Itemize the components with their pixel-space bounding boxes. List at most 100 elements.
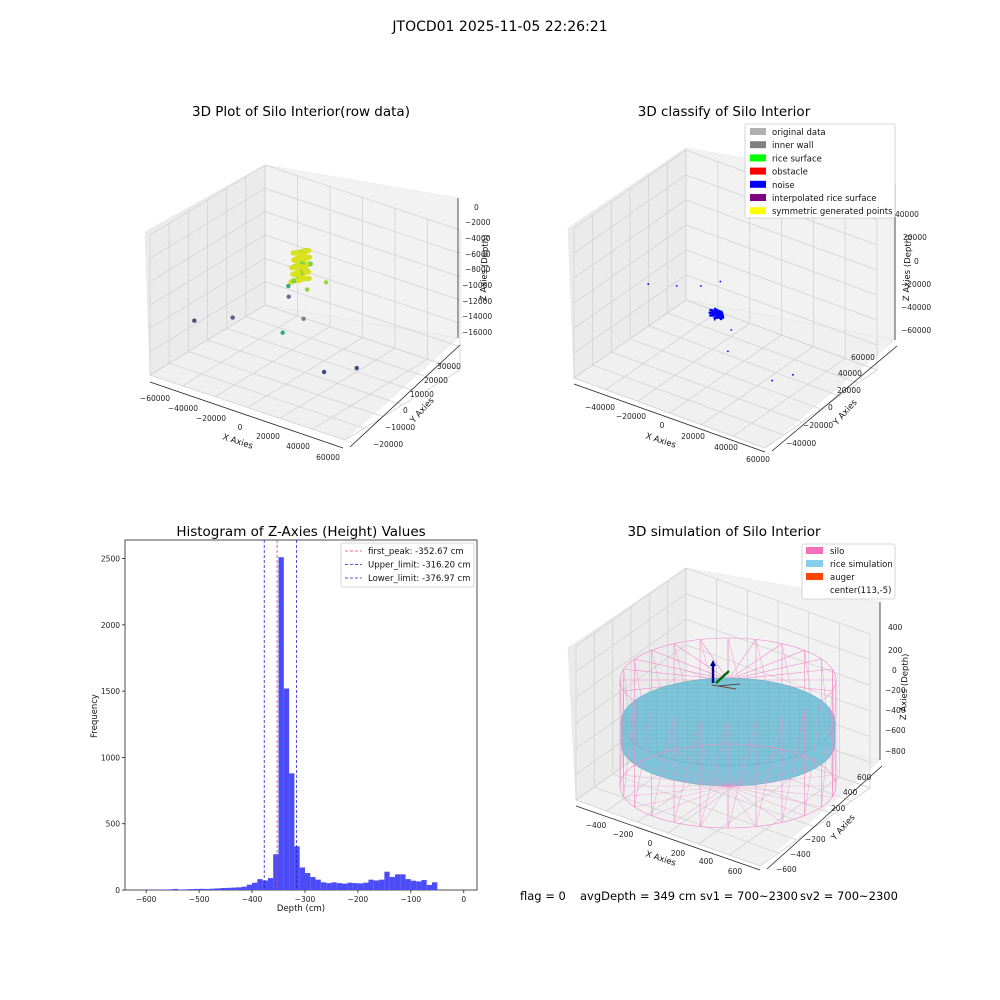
silo-spoke bbox=[727, 785, 833, 798]
data-point bbox=[354, 365, 359, 371]
z-axis-label: Z Axies (Depth) bbox=[899, 653, 911, 720]
legend-label: center(113,-5) bbox=[830, 586, 891, 596]
z-tick-label: −4000 bbox=[465, 234, 491, 243]
z-tick-label: −600 bbox=[885, 726, 906, 735]
silo-spoke bbox=[727, 785, 783, 823]
grid-line bbox=[764, 369, 878, 449]
histogram-bar bbox=[347, 882, 353, 890]
histogram-bar bbox=[373, 880, 380, 890]
legend-simulation: silo rice simulation auger center(113,-5) bbox=[801, 543, 896, 600]
silo-brace bbox=[821, 690, 833, 808]
histogram-bar bbox=[167, 889, 173, 890]
histogram-bar bbox=[289, 773, 295, 890]
y-tick-label: −600 bbox=[776, 865, 797, 874]
z-axis-label: Z Axies (Depth) bbox=[479, 234, 491, 301]
z-tick-label: −40000 bbox=[901, 303, 931, 312]
legend-label: symmetric generated points bbox=[772, 207, 893, 217]
silo-spoke bbox=[623, 785, 729, 798]
z-tick-labels: 400 200 0 −200 −400 −600 −800 bbox=[885, 623, 906, 756]
data-point bbox=[792, 373, 794, 376]
silo-wireframe-front bbox=[619, 679, 837, 829]
histogram-bar bbox=[204, 888, 210, 890]
silo-brace bbox=[619, 690, 624, 787]
cluster-point bbox=[298, 276, 304, 282]
legend-label: rice simulation bbox=[830, 560, 893, 570]
y-axis-label: Y Axies bbox=[831, 397, 860, 428]
z-tick-label: −200 bbox=[885, 686, 906, 695]
grid-line bbox=[575, 593, 687, 672]
silo-spoke bbox=[651, 756, 729, 787]
x-tick-label: −400 bbox=[586, 821, 607, 830]
histogram-bar bbox=[294, 846, 300, 890]
data-point bbox=[304, 287, 310, 292]
z-tick-label: −2000 bbox=[465, 218, 491, 227]
status-footer: flag = 0 avgDepth = 349 cm sv1 = 700~230… bbox=[520, 889, 898, 903]
x-tick-label: −200 bbox=[613, 830, 634, 839]
avg-depth-text: avgDepth = 349 cm bbox=[580, 889, 696, 903]
silo-spoke bbox=[727, 785, 822, 808]
histogram-bar bbox=[177, 889, 184, 890]
legend-swatch bbox=[750, 167, 766, 175]
grid-line bbox=[667, 312, 859, 384]
chart-title-simulation: 3D simulation of Silo Interior bbox=[627, 524, 821, 540]
y-tick-label: 2000 bbox=[101, 621, 120, 630]
legend-label: Upper_limit: -316.20 cm bbox=[368, 561, 471, 571]
grid-line bbox=[149, 164, 266, 236]
x-tick-label: −300 bbox=[295, 895, 316, 904]
silo-spoke bbox=[727, 774, 833, 787]
cluster-point bbox=[713, 307, 717, 311]
silo-spoke bbox=[623, 774, 729, 787]
silo-spoke bbox=[727, 785, 757, 827]
silo-spoke bbox=[727, 764, 822, 787]
x-tick-label: 60000 bbox=[316, 453, 340, 462]
histogram-bar bbox=[188, 889, 194, 890]
x-tick-label: 40000 bbox=[714, 443, 738, 452]
histogram-bar bbox=[389, 877, 395, 890]
y-tick-label: −20000 bbox=[803, 421, 833, 430]
y-tick-label: 10000 bbox=[410, 390, 434, 399]
y-tick-label: 0 bbox=[403, 406, 408, 415]
x-tick-label: 0 bbox=[648, 839, 653, 848]
silo-spoke bbox=[699, 639, 729, 681]
legend-swatch bbox=[750, 128, 766, 135]
grid-line bbox=[344, 369, 461, 441]
y-tick-label: 0 bbox=[115, 886, 120, 895]
histogram-bar bbox=[299, 867, 305, 890]
data-point bbox=[286, 294, 291, 299]
grid-line bbox=[245, 316, 441, 383]
auger-bar bbox=[717, 683, 741, 687]
y-tick-label: −10000 bbox=[385, 423, 415, 432]
x-axis-label: X Axies bbox=[221, 432, 254, 451]
data-point bbox=[727, 350, 729, 353]
y-tick-label: 0 bbox=[828, 403, 833, 412]
histogram-bar bbox=[410, 880, 417, 890]
histogram-bar bbox=[394, 874, 401, 890]
z-tick-label: −14000 bbox=[462, 312, 492, 321]
silo-brace bbox=[699, 721, 729, 827]
z-tick-label: 200 bbox=[888, 646, 903, 655]
silo-brace bbox=[634, 709, 652, 808]
z-tick-label: −8000 bbox=[465, 265, 491, 274]
y-tick-label: 20000 bbox=[424, 376, 448, 385]
y-tick-label: −400 bbox=[790, 850, 811, 859]
histogram-bar bbox=[252, 882, 258, 890]
x-tick-label: 40000 bbox=[286, 442, 310, 451]
x-axis-line bbox=[575, 805, 761, 871]
silo-spoke bbox=[634, 785, 729, 808]
histogram-bar bbox=[241, 886, 247, 890]
silo-brace bbox=[804, 700, 822, 816]
legend-swatch bbox=[806, 547, 823, 554]
legend-entries: silo rice simulation auger center(113,-5) bbox=[806, 547, 893, 596]
silo-spoke bbox=[673, 749, 729, 787]
legend-label: rice surface bbox=[772, 154, 822, 164]
histogram-bar bbox=[400, 874, 406, 890]
x-tick-label: −400 bbox=[242, 895, 263, 904]
histogram-bar bbox=[225, 887, 231, 890]
y-axis-line bbox=[766, 765, 883, 870]
legend-label: silo bbox=[830, 547, 844, 557]
z-tick-label: −400 bbox=[885, 706, 906, 715]
data-point bbox=[301, 316, 306, 321]
histogram-bar bbox=[220, 888, 226, 890]
y-tick-label: 1000 bbox=[101, 753, 120, 762]
data-points bbox=[192, 247, 359, 375]
